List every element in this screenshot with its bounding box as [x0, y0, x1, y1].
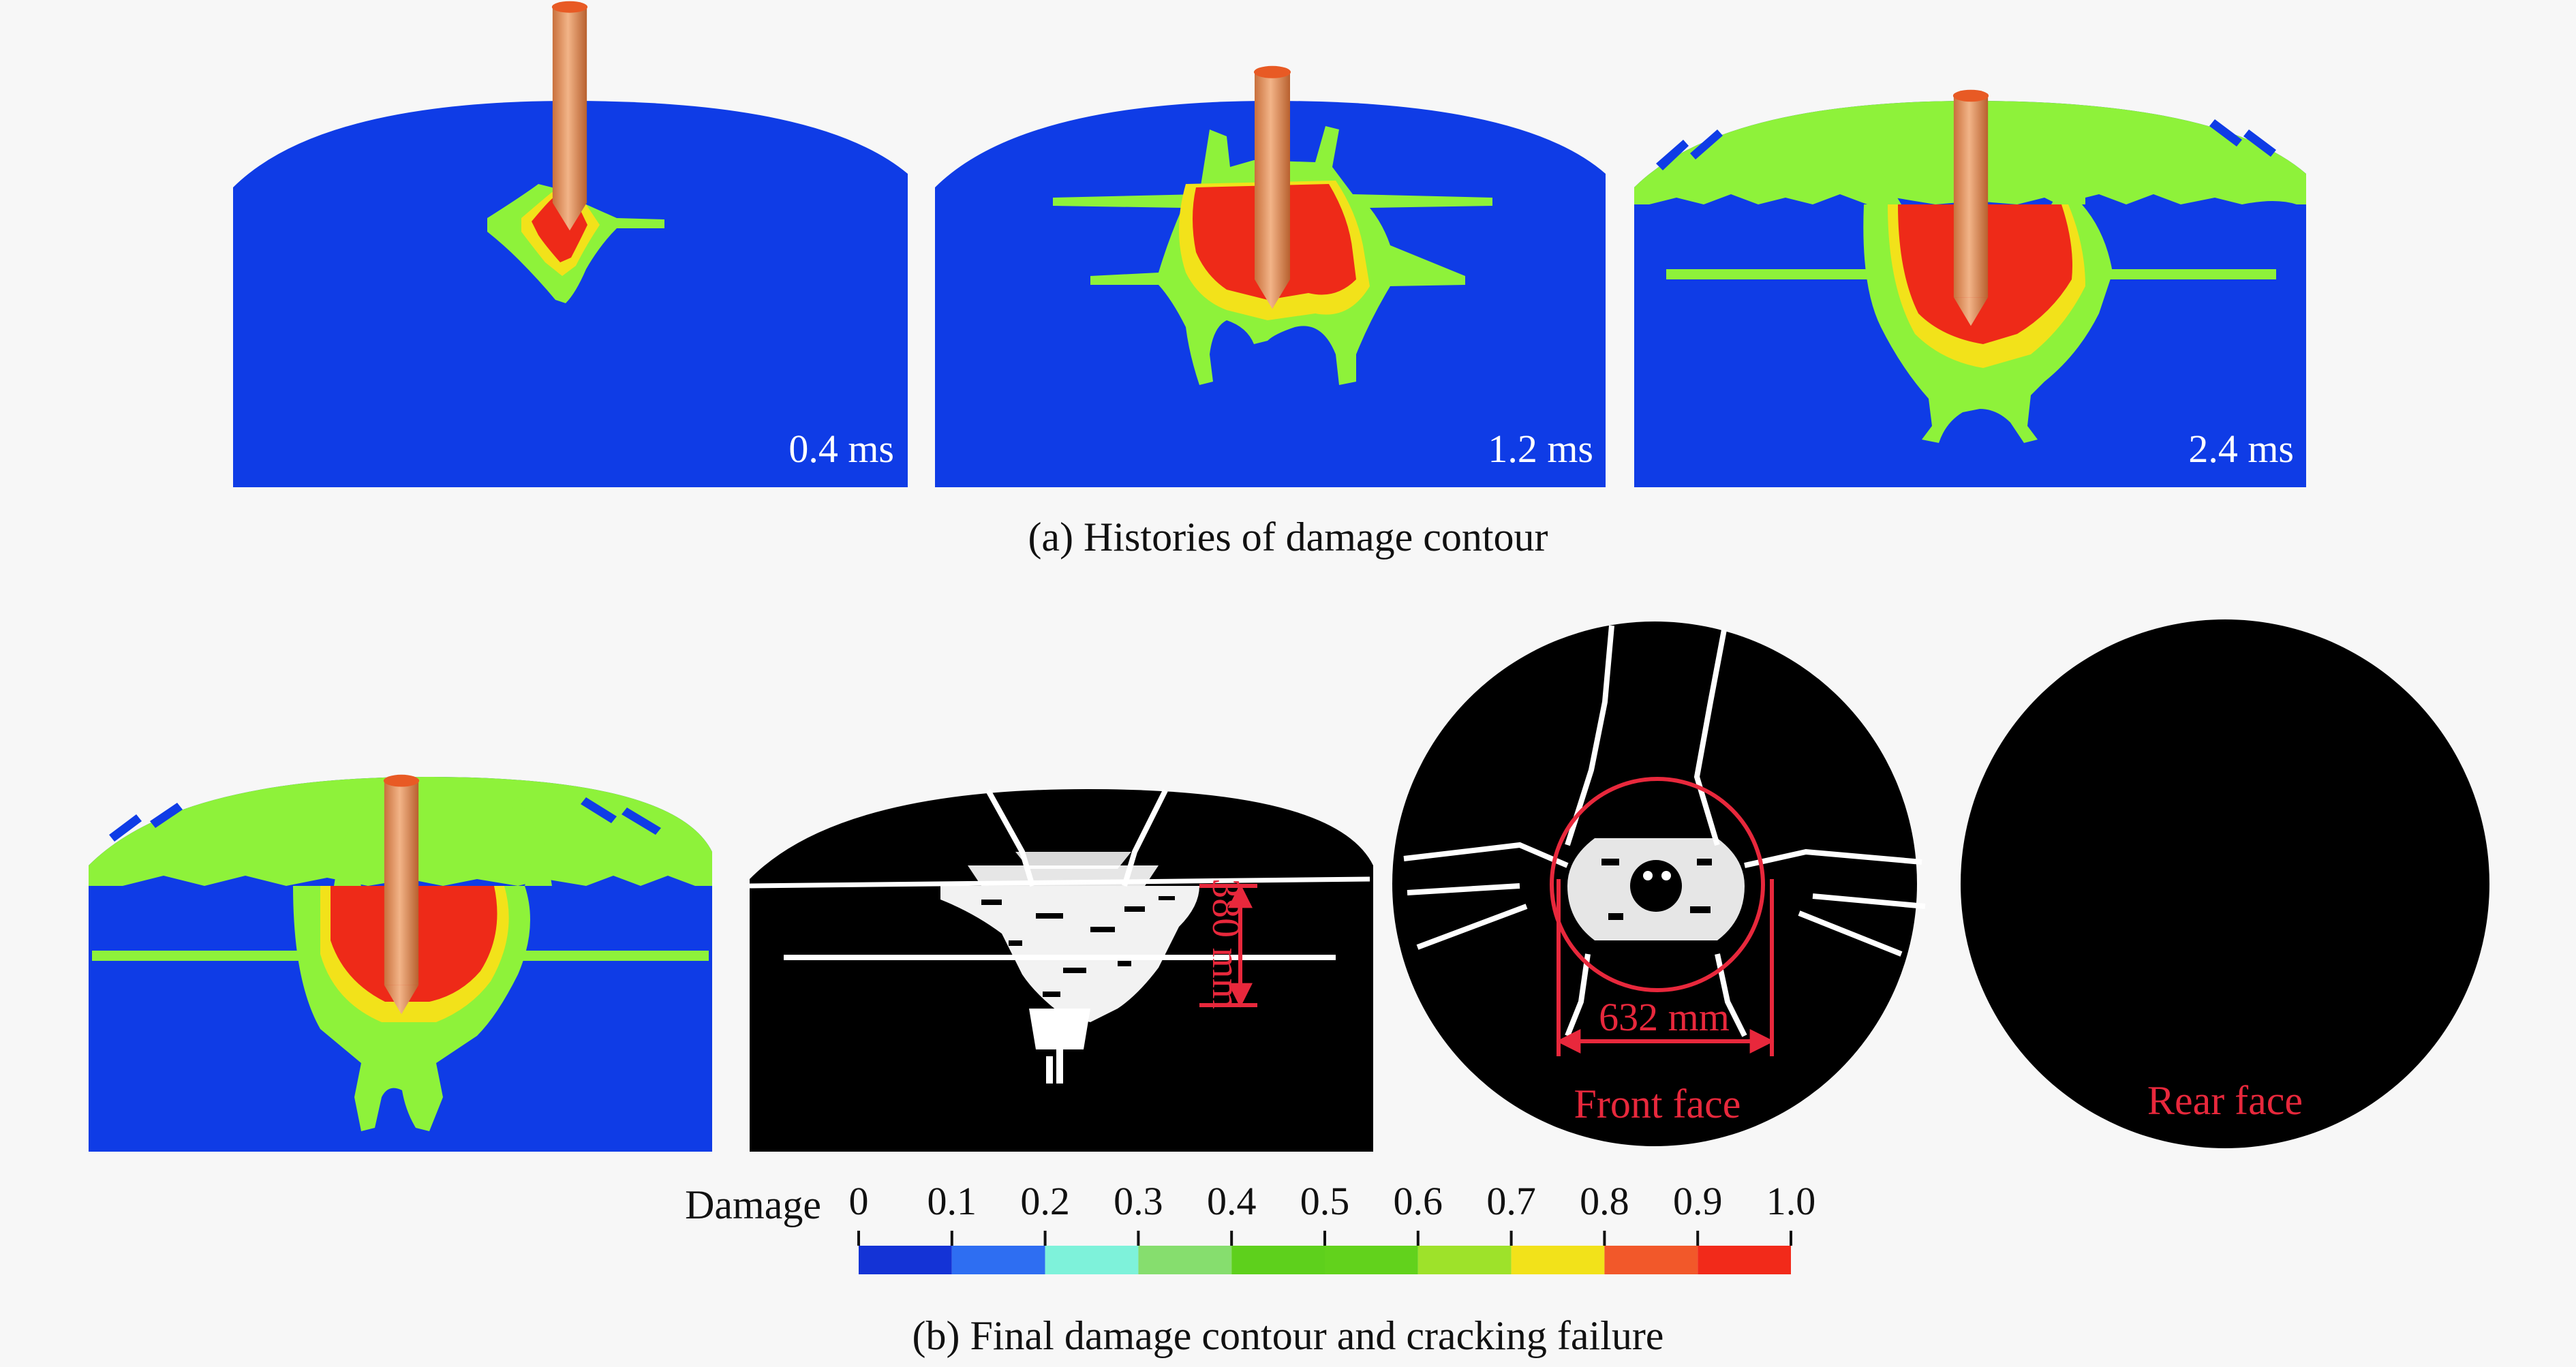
legend-tick-label: 0.4: [1207, 1179, 1257, 1223]
damage-legend: Damage 0 0.1 0.2 0.3 0.4 0.5 0.6 0.7 0.8 0.9 1.0: [685, 1179, 1815, 1274]
frame-1-2ms: 1.2 ms: [935, 65, 1606, 487]
damage-boundary-circle: [1550, 777, 1765, 992]
legend-tick-label: 0.9: [1673, 1179, 1723, 1223]
rear-face: Rear face: [1961, 619, 2489, 1148]
front-face: 632 mm Front face: [1392, 621, 1926, 1146]
projectile: [551, 1, 588, 231]
depth-dimension-label: 380 mm: [1204, 878, 1248, 1009]
frame-2-4ms: 2.4 ms: [1634, 89, 2306, 487]
crack-map-section: 380 mm: [749, 789, 1373, 1152]
crack-speckle: [981, 896, 1175, 997]
legend-tick-label: 0.2: [1020, 1179, 1070, 1223]
legend-colorbar: [859, 1246, 1791, 1274]
legend-tick-label: 1.0: [1766, 1179, 1816, 1223]
legend-tick-label: 0.6: [1394, 1179, 1443, 1223]
time-label: 2.4 ms: [2188, 427, 2294, 471]
time-label: 0.4 ms: [788, 427, 894, 471]
legend-tick-label: 0: [849, 1179, 869, 1223]
legend-swatch: [1417, 1246, 1512, 1274]
radial-cracks: [1403, 625, 1926, 1037]
legend-tick-label: 0.8: [1580, 1179, 1629, 1223]
legend-swatch: [951, 1246, 1045, 1274]
projectile: [1952, 89, 1989, 326]
legend-swatch: [1698, 1246, 1791, 1274]
legend-swatch: [859, 1246, 952, 1274]
legend-tick-label: 0.7: [1486, 1179, 1536, 1223]
legend-title: Damage: [685, 1182, 821, 1227]
diameter-dimension-line: [1556, 879, 1775, 1056]
rear-face-label: Rear face: [2147, 1078, 2303, 1123]
final-damage-contour: [89, 774, 712, 1152]
legend-swatch: [1138, 1246, 1232, 1274]
front-face-label: Front face: [1574, 1081, 1741, 1126]
legend-swatch: [1325, 1246, 1418, 1274]
projectile: [1254, 65, 1291, 309]
legend-tick-labels: 0 0.1 0.2 0.3 0.4 0.5 0.6 0.7 0.8 0.9 1.0: [849, 1179, 1816, 1246]
panel-a-caption: (a) Histories of damage contour: [1028, 514, 1548, 559]
legend-tick-label: 0.3: [1114, 1179, 1163, 1223]
legend-tick-label: 0.5: [1300, 1179, 1350, 1223]
legend-tick-label: 0.1: [927, 1179, 977, 1223]
frame-0-4ms: 0.4 ms: [233, 1, 908, 487]
diameter-dimension-label: 632 mm: [1599, 995, 1730, 1039]
legend-swatch: [1045, 1246, 1139, 1274]
panel-b-caption: (b) Final damage contour and cracking fa…: [913, 1313, 1664, 1358]
depth-dimension-line: [1199, 883, 1257, 1008]
legend-swatch: [1231, 1246, 1325, 1274]
projectile: [383, 774, 420, 1015]
time-label: 1.2 ms: [1488, 427, 1593, 471]
legend-swatch: [1604, 1246, 1698, 1274]
legend-swatch: [1511, 1246, 1605, 1274]
